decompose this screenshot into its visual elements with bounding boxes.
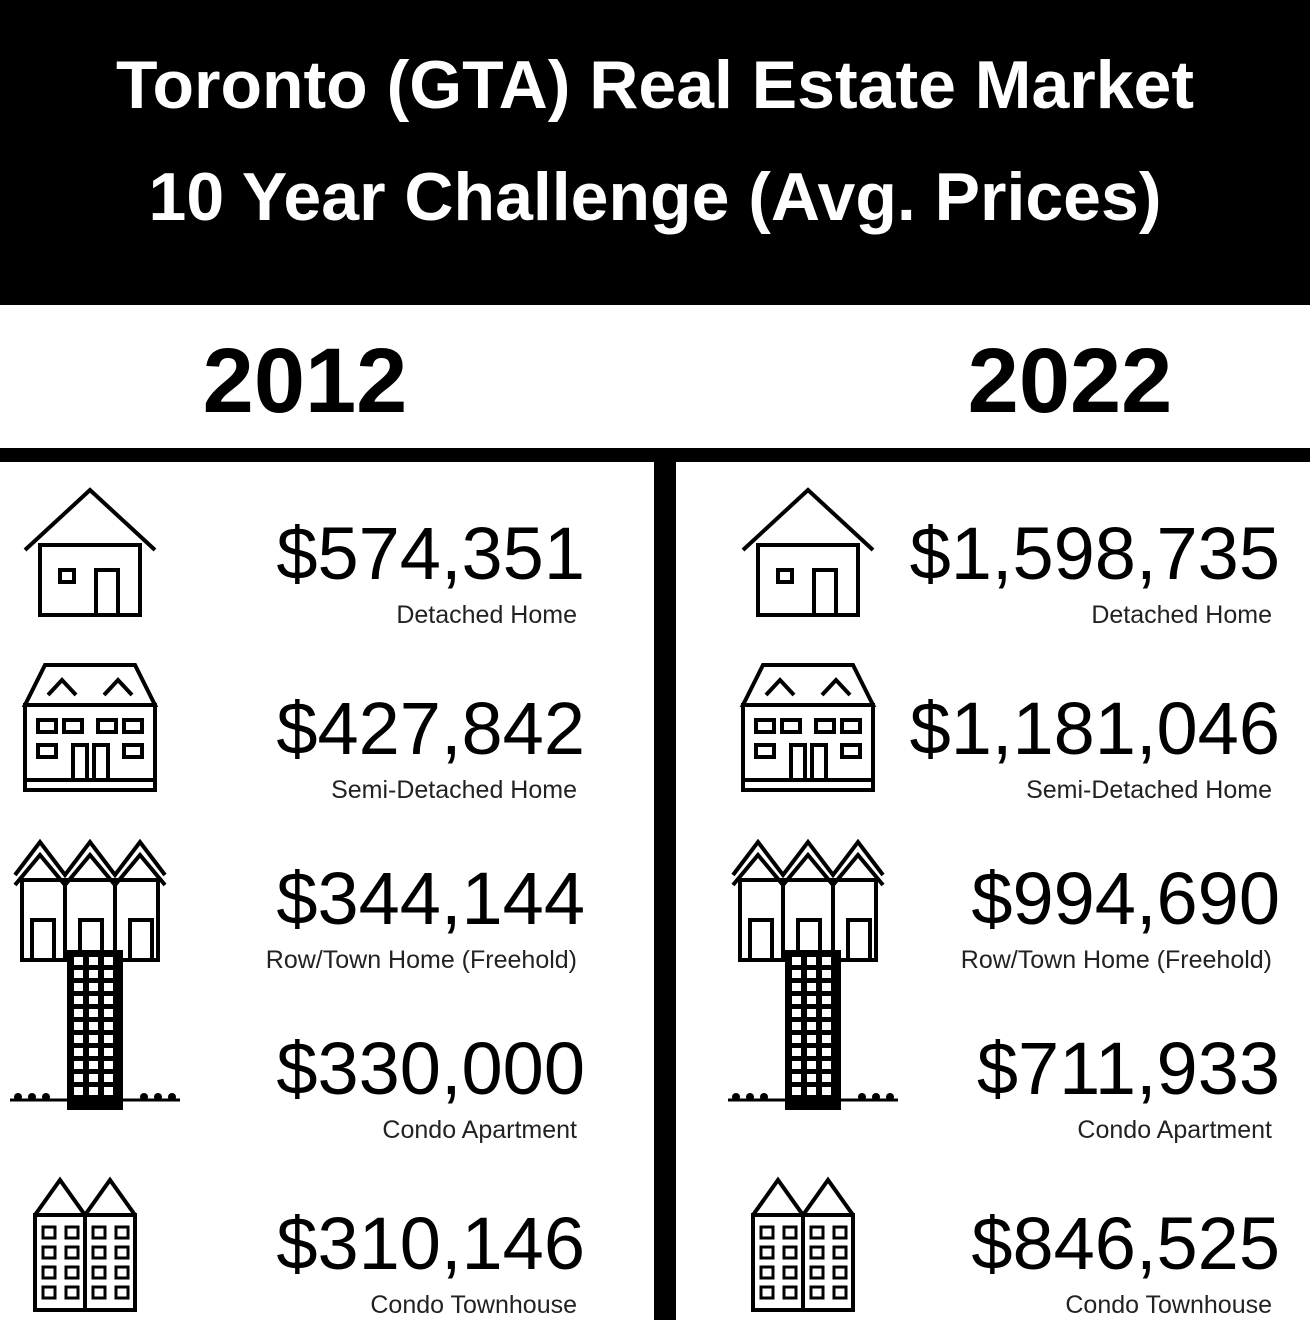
- property-type: Row/Town Home (Freehold): [266, 946, 577, 974]
- property-icon: [10, 948, 180, 1112]
- property-icon: [741, 663, 875, 792]
- property-type: Semi-Detached Home: [331, 776, 577, 804]
- property-icon: [23, 488, 157, 617]
- property-type: Detached Home: [1091, 601, 1272, 629]
- property-type: Semi-Detached Home: [1026, 776, 1272, 804]
- divider-horizontal: [0, 448, 1310, 462]
- divider-vertical: [654, 462, 676, 1320]
- property-type: Detached Home: [396, 601, 577, 629]
- property-icon: [751, 1178, 855, 1312]
- price: $994,690: [971, 857, 1280, 940]
- price: $427,842: [276, 687, 585, 770]
- price: $330,000: [276, 1027, 585, 1110]
- price: $344,144: [276, 857, 585, 940]
- property-type: Row/Town Home (Freehold): [961, 946, 1272, 974]
- property-icon: [33, 1178, 137, 1312]
- price: $574,351: [276, 512, 585, 595]
- year: 2012: [203, 330, 408, 432]
- property-icon: [23, 663, 157, 792]
- title-line: Toronto (GTA) Real Estate Market: [116, 47, 1194, 123]
- price: $1,181,046: [910, 687, 1280, 770]
- price: $846,525: [971, 1202, 1280, 1285]
- header-band: [0, 0, 1310, 305]
- property-icon: [741, 488, 875, 617]
- price: $310,146: [276, 1202, 585, 1285]
- year: 2022: [968, 330, 1173, 432]
- price: $711,933: [977, 1027, 1280, 1110]
- property-icon: [731, 840, 885, 962]
- property-type: Condo Apartment: [1077, 1116, 1272, 1144]
- property-type: Condo Townhouse: [370, 1291, 577, 1319]
- property-type: Condo Apartment: [382, 1116, 577, 1144]
- property-icon: [728, 948, 898, 1112]
- property-icon: [13, 840, 167, 962]
- property-type: Condo Townhouse: [1065, 1291, 1272, 1319]
- title-line: 10 Year Challenge (Avg. Prices): [149, 159, 1162, 235]
- price: $1,598,735: [910, 512, 1280, 595]
